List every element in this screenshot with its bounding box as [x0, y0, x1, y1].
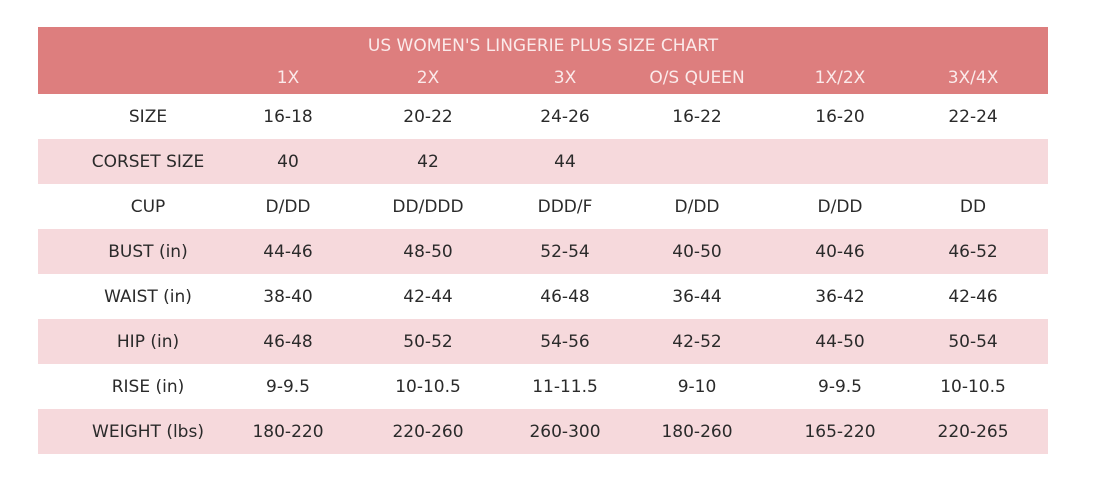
chart-title: US WOMEN'S LINGERIE PLUS SIZE CHART [38, 27, 1049, 61]
table-cell: 16-18 [263, 106, 313, 127]
table-cell: 22-24 [948, 106, 998, 127]
table-cell: 40 [277, 151, 299, 172]
table-cell: 46-48 [540, 286, 590, 307]
table-cell: 220-260 [392, 421, 464, 442]
table-cell: 36-44 [672, 286, 722, 307]
table-cell: 9-9.5 [266, 376, 310, 397]
row-label: WEIGHT (lbs) [92, 421, 204, 442]
table-cell: 220-265 [937, 421, 1009, 442]
table-cell: 20-22 [403, 106, 453, 127]
table-cell: 10-10.5 [940, 376, 1006, 397]
table-cell: 9-10 [677, 376, 717, 397]
table-row: BUST (in) 44-46 48-50 52-54 40-50 40-46 46-52 [38, 229, 1049, 274]
table-cell: 42-52 [672, 331, 722, 352]
table-row: CUP D/DD DD/DDD DDD/F D/DD D/DD DD [38, 184, 1048, 229]
table-row: WEIGHT (lbs) 180-220 220-260 260-300 180-260… [38, 409, 1049, 454]
table-row: RISE (in) 9-9.5 10-10.5 11-11.5 9-10 9-9.5 10-… [38, 364, 1048, 409]
row-label: CORSET SIZE [91, 151, 205, 172]
corner-cell [38, 61, 238, 94]
row-label: BUST (in) [108, 241, 188, 262]
size-chart-table: US WOMEN'S LINGERIE PLUS SIZE CHART 1X 2X… [38, 27, 1049, 454]
table-cell: DD [959, 196, 987, 217]
row-label: HIP (in) [116, 331, 180, 352]
table-cell: 10-10.5 [395, 376, 461, 397]
table-cell: 40-50 [672, 241, 722, 262]
table-cell: D/DD [817, 196, 863, 217]
table-row: SIZE 16-18 20-22 24-26 16-22 16-20 22-24 [38, 94, 1048, 139]
table-cell [898, 139, 1048, 184]
table-cell: 9-9.5 [818, 376, 862, 397]
table-cell: 16-22 [672, 106, 722, 127]
table-cell [782, 139, 898, 184]
table-cell: 54-56 [540, 331, 590, 352]
column-header: O/S QUEEN [612, 61, 782, 94]
table-cell: 44-50 [815, 331, 865, 352]
row-label: SIZE [128, 106, 168, 127]
column-header: 3X/4X [898, 61, 1049, 94]
table-cell: 46-48 [263, 331, 313, 352]
table-cell: 48-50 [403, 241, 453, 262]
table-cell: 44 [554, 151, 576, 172]
table-cell: 42-46 [948, 286, 998, 307]
table-row: HIP (in) 46-48 50-52 54-56 42-52 44-50 50-54 [38, 319, 1049, 364]
table-cell: 50-54 [948, 331, 998, 352]
table-cell: 44-46 [263, 241, 313, 262]
table-cell [612, 139, 782, 184]
table-cell: 38-40 [263, 286, 313, 307]
column-header: 1X/2X [782, 61, 898, 94]
table-cell: D/DD [265, 196, 311, 217]
table-cell: 42 [417, 151, 439, 172]
table-cell: D/DD [674, 196, 720, 217]
row-label: CUP [130, 196, 166, 217]
table-cell: 42-44 [403, 286, 453, 307]
table-body: SIZE 16-18 20-22 24-26 16-22 16-20 22-24 CORSET… [38, 94, 1049, 454]
column-header: 3X [518, 61, 612, 94]
table-cell: 16-20 [815, 106, 865, 127]
table-cell: 24-26 [540, 106, 590, 127]
table-cell: 260-300 [529, 421, 601, 442]
row-label: WAIST (in) [104, 286, 192, 307]
table-cell: 165-220 [804, 421, 876, 442]
table-cell: 180-260 [661, 421, 733, 442]
table-cell: 50-52 [403, 331, 453, 352]
column-header: 2X [338, 61, 518, 94]
table-cell: 40-46 [815, 241, 865, 262]
column-header-row: 1X 2X 3X O/S QUEEN 1X/2X 3X/4X [38, 61, 1049, 94]
table-cell: DD/DDD [392, 196, 464, 217]
table-cell: DDD/F [537, 196, 593, 217]
table-row: WAIST (in) 38-40 42-44 46-48 36-44 36-42 42-46 [38, 274, 1048, 319]
table-cell: 52-54 [540, 241, 590, 262]
table-cell: 11-11.5 [532, 376, 598, 397]
column-header: 1X [238, 61, 338, 94]
table-cell: 36-42 [815, 286, 865, 307]
table-row: CORSET SIZE 40 42 44 [38, 139, 1049, 184]
table-cell: 46-52 [948, 241, 998, 262]
row-label: RISE (in) [111, 376, 185, 397]
table-cell: 180-220 [252, 421, 324, 442]
